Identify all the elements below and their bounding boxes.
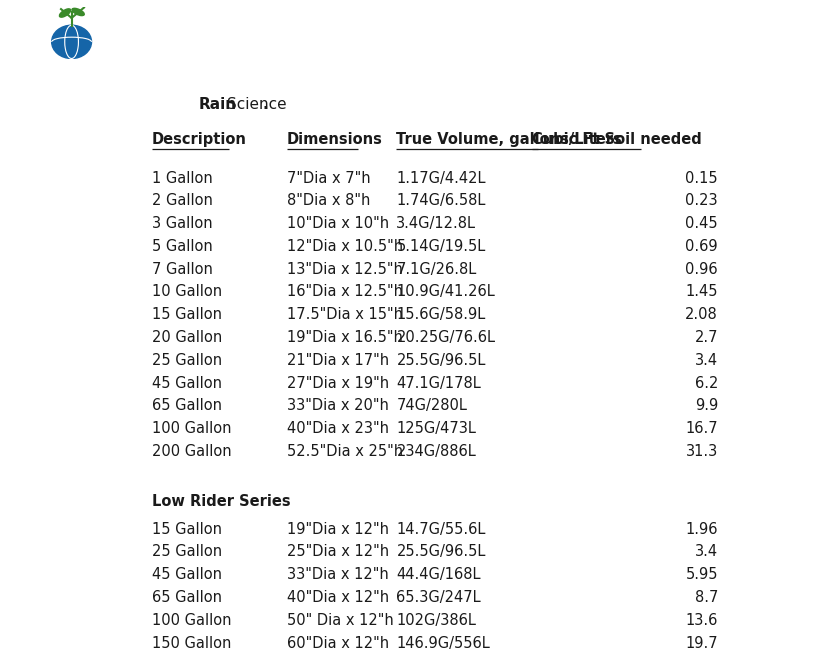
Text: 10 Gallon: 10 Gallon <box>152 285 222 300</box>
Circle shape <box>51 25 91 58</box>
Text: 1.17G/4.42L: 1.17G/4.42L <box>397 170 486 186</box>
Text: 25.5G/96.5L: 25.5G/96.5L <box>397 353 486 368</box>
Text: 16.7: 16.7 <box>686 421 718 436</box>
Text: 234G/886L: 234G/886L <box>397 444 476 459</box>
Text: 16"Dia x 12.5"h: 16"Dia x 12.5"h <box>287 285 403 300</box>
Text: True Volume, gallons/Liters: True Volume, gallons/Liters <box>397 132 622 147</box>
Text: 7"Dia x 7"h: 7"Dia x 7"h <box>287 170 371 186</box>
Text: 15 Gallon: 15 Gallon <box>152 522 222 537</box>
Text: 25.5G/96.5L: 25.5G/96.5L <box>397 545 486 560</box>
Text: 33"Dia x 20"h: 33"Dia x 20"h <box>287 398 389 413</box>
Text: 200 Gallon: 200 Gallon <box>152 444 232 459</box>
Text: 3.4G/12.8L: 3.4G/12.8L <box>397 216 476 231</box>
Text: 3.4: 3.4 <box>695 353 718 368</box>
Text: Science: Science <box>227 97 287 112</box>
Text: 60"Dia x 12"h: 60"Dia x 12"h <box>287 636 389 650</box>
Text: 19.7: 19.7 <box>686 636 718 650</box>
Text: 40"Dia x 12"h: 40"Dia x 12"h <box>287 590 389 605</box>
Text: 19"Dia x 12"h: 19"Dia x 12"h <box>287 522 389 537</box>
Text: 0.96: 0.96 <box>686 262 718 277</box>
Text: 2.7: 2.7 <box>695 330 718 345</box>
Text: 27"Dia x 19"h: 27"Dia x 19"h <box>287 376 389 391</box>
Text: 10.9G/41.26L: 10.9G/41.26L <box>397 285 496 300</box>
Text: 47.1G/178L: 47.1G/178L <box>397 376 481 391</box>
Text: 8"Dia x 8"h: 8"Dia x 8"h <box>287 193 370 209</box>
Text: Low Rider Series: Low Rider Series <box>152 494 290 509</box>
Text: 100 Gallon: 100 Gallon <box>152 613 232 628</box>
Text: 15 Gallon: 15 Gallon <box>152 307 222 322</box>
Text: 25 Gallon: 25 Gallon <box>152 353 222 368</box>
Text: 6.2: 6.2 <box>695 376 718 391</box>
Text: 1.74G/6.58L: 1.74G/6.58L <box>397 193 486 209</box>
Text: 19"Dia x 16.5"h: 19"Dia x 16.5"h <box>287 330 403 345</box>
Text: 9.9: 9.9 <box>695 398 718 413</box>
Text: 100 Gallon: 100 Gallon <box>152 421 232 436</box>
Text: 50" Dia x 12"h: 50" Dia x 12"h <box>287 613 393 628</box>
Text: 13.6: 13.6 <box>686 613 718 628</box>
Text: 102G/386L: 102G/386L <box>397 613 476 628</box>
Text: 2 Gallon: 2 Gallon <box>152 193 212 209</box>
Text: 5 Gallon: 5 Gallon <box>152 239 212 254</box>
Text: 5.95: 5.95 <box>686 567 718 582</box>
Ellipse shape <box>60 9 71 17</box>
Text: 1.45: 1.45 <box>686 285 718 300</box>
Text: 10"Dia x 10"h: 10"Dia x 10"h <box>287 216 389 231</box>
Text: 33"Dia x 12"h: 33"Dia x 12"h <box>287 567 388 582</box>
Text: 20 Gallon: 20 Gallon <box>152 330 222 345</box>
Text: 7.1G/26.8L: 7.1G/26.8L <box>397 262 476 277</box>
Text: 25"Dia x 12"h: 25"Dia x 12"h <box>287 545 389 560</box>
Text: 150 Gallon: 150 Gallon <box>152 636 232 650</box>
Text: Description: Description <box>152 132 247 147</box>
Text: 21"Dia x 17"h: 21"Dia x 17"h <box>287 353 389 368</box>
Text: 1 Gallon: 1 Gallon <box>152 170 212 186</box>
Text: 7 Gallon: 7 Gallon <box>152 262 212 277</box>
Text: 146.9G/556L: 146.9G/556L <box>397 636 491 650</box>
Text: 12"Dia x 10.5"h: 12"Dia x 10.5"h <box>287 239 403 254</box>
Text: 65.3G/247L: 65.3G/247L <box>397 590 481 605</box>
Text: 3 Gallon: 3 Gallon <box>152 216 212 231</box>
Text: 0.15: 0.15 <box>686 170 718 186</box>
Text: Dimensions: Dimensions <box>287 132 383 147</box>
Text: 17.5"Dia x 15"h: 17.5"Dia x 15"h <box>287 307 403 322</box>
Text: 65 Gallon: 65 Gallon <box>152 590 222 605</box>
Text: Cubic Ft Soil needed: Cubic Ft Soil needed <box>531 132 701 147</box>
Text: 65 Gallon: 65 Gallon <box>152 398 222 413</box>
Text: 31.3: 31.3 <box>686 444 718 459</box>
Text: 0.69: 0.69 <box>686 239 718 254</box>
Text: 20.25G/76.6L: 20.25G/76.6L <box>397 330 496 345</box>
Text: 25 Gallon: 25 Gallon <box>152 545 222 560</box>
Text: 45 Gallon: 45 Gallon <box>152 376 222 391</box>
Text: .: . <box>262 97 268 112</box>
Text: 45 Gallon: 45 Gallon <box>152 567 222 582</box>
Ellipse shape <box>72 8 85 16</box>
Text: 15.6G/58.9L: 15.6G/58.9L <box>397 307 486 322</box>
Text: 125G/473L: 125G/473L <box>397 421 476 436</box>
Text: 74G/280L: 74G/280L <box>397 398 467 413</box>
Text: 40"Dia x 23"h: 40"Dia x 23"h <box>287 421 389 436</box>
Text: 14.7G/55.6L: 14.7G/55.6L <box>397 522 486 537</box>
Text: 8.7: 8.7 <box>695 590 718 605</box>
Text: 5.14G/19.5L: 5.14G/19.5L <box>397 239 486 254</box>
Text: 2.08: 2.08 <box>686 307 718 322</box>
Text: 0.23: 0.23 <box>686 193 718 209</box>
Text: 0.45: 0.45 <box>686 216 718 231</box>
Text: 13"Dia x 12.5"h: 13"Dia x 12.5"h <box>287 262 403 277</box>
Text: 44.4G/168L: 44.4G/168L <box>397 567 481 582</box>
Text: 3.4: 3.4 <box>695 545 718 560</box>
Text: Rain: Rain <box>198 97 237 112</box>
Text: 1.96: 1.96 <box>686 522 718 537</box>
Text: 52.5"Dia x 25"h: 52.5"Dia x 25"h <box>287 444 403 459</box>
